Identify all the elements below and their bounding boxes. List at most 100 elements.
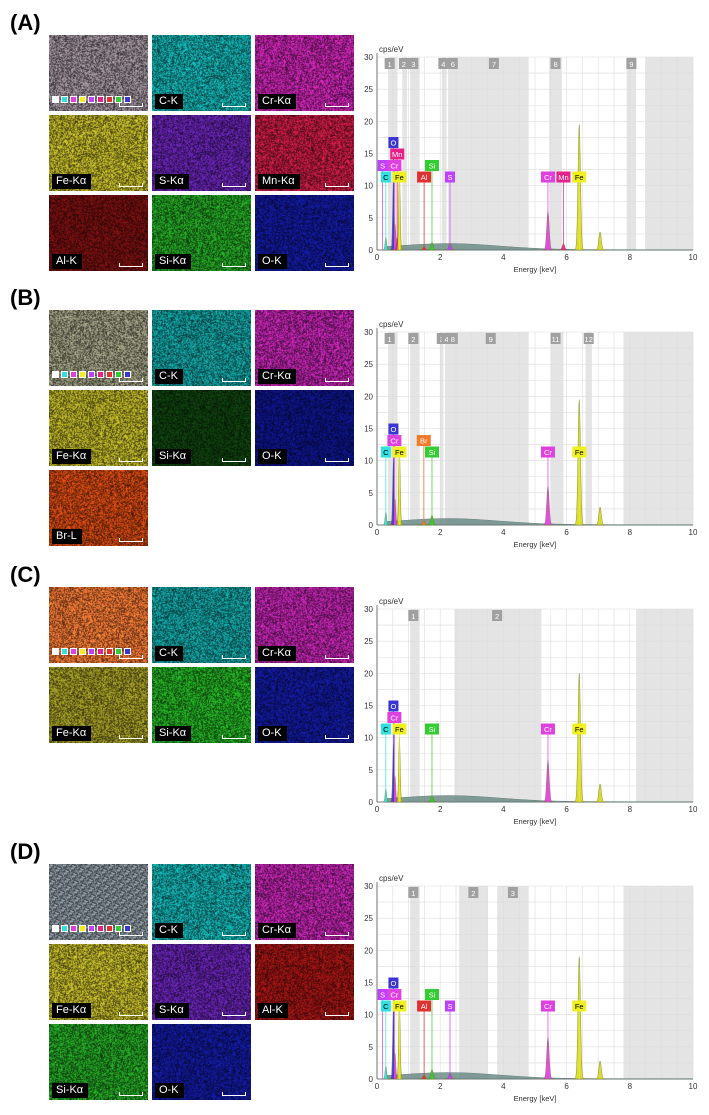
roi-number: 12	[585, 335, 593, 344]
eds-map-cr-ka: Cr-Kα	[255, 35, 354, 111]
scale-bar	[222, 263, 246, 267]
roi-number-chip: 2	[492, 610, 503, 621]
element-label: S	[447, 1002, 452, 1011]
spectrum-peak-fe	[594, 1060, 606, 1080]
y-tick-label: 25	[364, 637, 373, 646]
eds-map-o-k: O-K	[255, 667, 354, 743]
element-label: Cr	[544, 448, 552, 457]
x-tick-label: 0	[375, 1082, 380, 1091]
element-label-box	[388, 137, 399, 149]
x-tick-label: 10	[689, 805, 698, 814]
element-label-box	[388, 700, 399, 712]
map-element-label: Mn-Kα	[258, 174, 300, 189]
roi-number-chip: 3	[507, 887, 518, 898]
y-tick-label: 25	[364, 360, 373, 369]
legend-chip	[115, 371, 122, 378]
spectrum-peak-fe	[594, 506, 606, 526]
roi-number-chip: 4	[438, 58, 449, 69]
element-label-box	[387, 712, 402, 724]
roi-number: 7	[492, 60, 496, 69]
element-label: Si	[429, 725, 436, 734]
roi-number-chip: 8	[550, 58, 561, 69]
roi-chip-bg	[398, 58, 409, 69]
legend-chip	[52, 371, 59, 378]
x-tick-label: 10	[689, 528, 698, 537]
scale-bar	[222, 932, 246, 936]
scale-bar	[119, 1092, 143, 1096]
roi-number-chip: 1	[408, 610, 419, 621]
scale-bar	[119, 735, 143, 739]
element-label: C	[383, 448, 389, 457]
map-element-label: S-Kα	[155, 1003, 189, 1018]
element-label-box	[387, 160, 402, 172]
eds-map-br-l: Br-L	[49, 470, 148, 546]
element-label-box	[392, 171, 407, 183]
legend-chip	[70, 96, 77, 103]
eds-map-si-ka: Si-Kα	[152, 390, 251, 466]
roi-number: 3	[511, 889, 515, 898]
scale-bar	[222, 458, 246, 462]
spectrum-peak-fe	[594, 783, 606, 803]
element-label: Al	[421, 173, 428, 182]
roi-chip-bg	[507, 887, 518, 898]
eds-map-c-k: C-K	[152, 35, 251, 111]
x-axis-label: Energy [keV]	[514, 265, 557, 274]
scale-bar	[119, 103, 143, 107]
eds-map-si-ka: Si-Kα	[152, 195, 251, 271]
legend-chip	[61, 648, 68, 655]
roi-chip-bg	[550, 333, 561, 344]
y-tick-label: 10	[364, 457, 373, 466]
legend-chip	[79, 648, 86, 655]
y-tick-label: 5	[369, 489, 374, 498]
scale-bar	[119, 538, 143, 542]
legend-chip	[79, 925, 86, 932]
element-label-box	[444, 171, 455, 183]
roi-number-chip: 7	[488, 58, 499, 69]
roi-number-chip: 9	[485, 333, 496, 344]
y-tick-label: 0	[369, 798, 374, 807]
x-tick-label: 8	[628, 253, 633, 262]
x-tick-label: 0	[375, 528, 380, 537]
y-tick-label: 5	[369, 214, 374, 223]
overlay-color-legend	[52, 925, 131, 932]
roi-number-chip: 9	[626, 58, 637, 69]
roi-chip-bg	[492, 610, 503, 621]
element-label: O	[391, 425, 397, 434]
map-element-label: Fe-Kα	[52, 174, 92, 189]
scale-bar	[325, 263, 349, 267]
element-label-box	[377, 989, 388, 1001]
y-tick-label: 15	[364, 425, 373, 434]
legend-chip	[97, 371, 104, 378]
roi-number: 4	[444, 335, 448, 344]
panel-label-b: (B)	[10, 285, 41, 310]
panel-label-d: (D)	[10, 839, 41, 864]
x-axis-label: Energy [keV]	[514, 1094, 557, 1103]
x-axis-label: Energy [keV]	[514, 817, 557, 826]
x-tick-label: 4	[501, 253, 506, 262]
x-tick-label: 10	[689, 1082, 698, 1091]
roi-number: 1	[411, 889, 415, 898]
legend-chip	[88, 925, 95, 932]
x-tick-label: 8	[628, 1082, 633, 1091]
x-tick-label: 2	[438, 528, 443, 537]
element-label-box	[424, 989, 439, 1001]
x-tick-label: 6	[564, 805, 569, 814]
element-label: O	[391, 139, 397, 148]
x-tick-label: 4	[501, 528, 506, 537]
element-label-box	[540, 1000, 555, 1012]
roi-number: 9	[489, 335, 493, 344]
roi-number-chip: 3	[408, 58, 419, 69]
roi-chip-bg	[384, 58, 395, 69]
y-tick-label: 10	[364, 1011, 373, 1020]
legend-chip	[124, 96, 131, 103]
element-label-box	[377, 160, 388, 172]
eds-map-s-ka: S-Kα	[152, 115, 251, 191]
element-label-box	[572, 171, 587, 183]
y-tick-label: 30	[364, 605, 373, 614]
scale-bar	[222, 1092, 246, 1096]
element-label: Fe	[575, 448, 584, 457]
legend-chip	[106, 371, 113, 378]
